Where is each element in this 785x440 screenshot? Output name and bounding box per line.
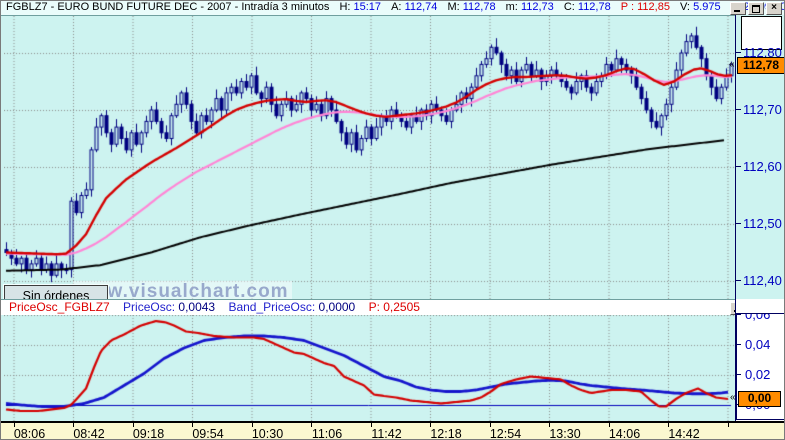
time-axis-label: 10:30 [251, 427, 284, 440]
axis-blank-box [741, 16, 782, 50]
price-tick [736, 166, 741, 167]
time-axis-label: 11:06 [311, 427, 343, 440]
chart-window-titlebar[interactable]: FGBLZ7 - EURO BUND FUTURE DEC - 2007 - I… [1, 1, 784, 15]
price-axis-label: 112,80 [743, 45, 782, 60]
time-tick [668, 423, 669, 427]
oscillator-header[interactable]: PriceOsc_FGBLZ7 PriceOsc: 0,0043 Band_Pr… [1, 299, 784, 315]
price-panel: www.visualchart.com Sin órdenes [1, 15, 735, 307]
time-tick [549, 423, 550, 427]
time-tick [311, 423, 312, 427]
time-axis-label: 12:18 [430, 427, 462, 440]
band-value: 0,0000 [318, 300, 356, 314]
candlestick-chart[interactable] [4, 16, 735, 299]
price-tick [736, 52, 741, 53]
osc-tick [737, 374, 741, 375]
time-tick [13, 423, 15, 427]
osc-tick [737, 314, 741, 315]
oscillator-panel [1, 315, 735, 421]
osc-marker-arrow-icon: « [730, 392, 736, 403]
price-axis-label: 112,40 [743, 273, 782, 288]
price-marker-arrow-icon: « [729, 59, 735, 70]
maximize-icon[interactable] [748, 2, 764, 15]
time-tick [192, 423, 193, 427]
minimize-icon[interactable] [730, 2, 746, 15]
time-axis-label: 08:42 [73, 427, 105, 440]
band-label: Band_PriceOsc: [228, 300, 316, 314]
field-prev: P : 112,85 [620, 1, 670, 13]
time-axis-label: 13:30 [549, 427, 581, 440]
osc-axis-label: 0,06 [745, 313, 771, 322]
time-axis-label: 09:54 [192, 427, 224, 440]
osc-axis-label: 0,04 [745, 337, 771, 352]
visualchart-watermark: www.visualchart.com [73, 281, 292, 303]
price-axis-label: 112,50 [743, 216, 782, 231]
window-controls: × [730, 2, 782, 15]
priceosc-value: 0,0043 [178, 300, 216, 314]
price-axis-label: 112,70 [743, 102, 782, 117]
time-axis-label: 11:42 [371, 427, 402, 440]
p-param-value: 0,2505 [383, 300, 420, 314]
time-axis-label: 14:42 [668, 427, 700, 440]
last-price-marker: 112,78 [737, 57, 784, 74]
field-volume: V: 5.975 [680, 1, 721, 13]
oscillator-chart[interactable] [4, 315, 735, 421]
field-max: M: 112,78 [447, 1, 496, 13]
time-tick [489, 423, 491, 427]
time-axis-label: 12:54 [489, 427, 522, 440]
time-tick [251, 423, 253, 427]
p-param-label: P: [368, 300, 380, 314]
time-tick [73, 423, 74, 427]
field-high-time: H: 15:17 [339, 1, 382, 13]
close-icon[interactable]: × [766, 2, 782, 15]
time-axis[interactable]: 08:06 08:42 09:18 09:54 10:30 11:06 11:42 12:18… [1, 421, 784, 440]
time-tick [370, 423, 372, 427]
time-tick [608, 423, 610, 427]
field-close: C: 112,78 [563, 1, 611, 13]
time-axis-label: 14:06 [608, 427, 641, 440]
osc-value-marker: 0,00 [738, 391, 781, 407]
instrument-title: FGBLZ7 - EURO BUND FUTURE DEC - 2007 - I… [6, 1, 330, 13]
oscillator-name: PriceOsc_FGBLZ7 [9, 300, 110, 314]
time-axis-label: 09:18 [132, 427, 165, 440]
price-tick [736, 109, 741, 110]
osc-tick [737, 344, 741, 345]
time-axis-label: 08:06 [13, 427, 46, 440]
time-tick [727, 423, 729, 427]
field-min: m: 112,73 [505, 1, 554, 13]
price-tick [736, 223, 741, 224]
time-tick [430, 423, 431, 427]
price-axis-label: 112,60 [743, 159, 782, 174]
field-open: A: 112,74 [391, 1, 438, 13]
price-tick [736, 280, 741, 281]
priceosc-label: PriceOsc: [123, 300, 176, 314]
osc-axis-label: 0,02 [745, 367, 771, 382]
time-tick [132, 423, 134, 427]
